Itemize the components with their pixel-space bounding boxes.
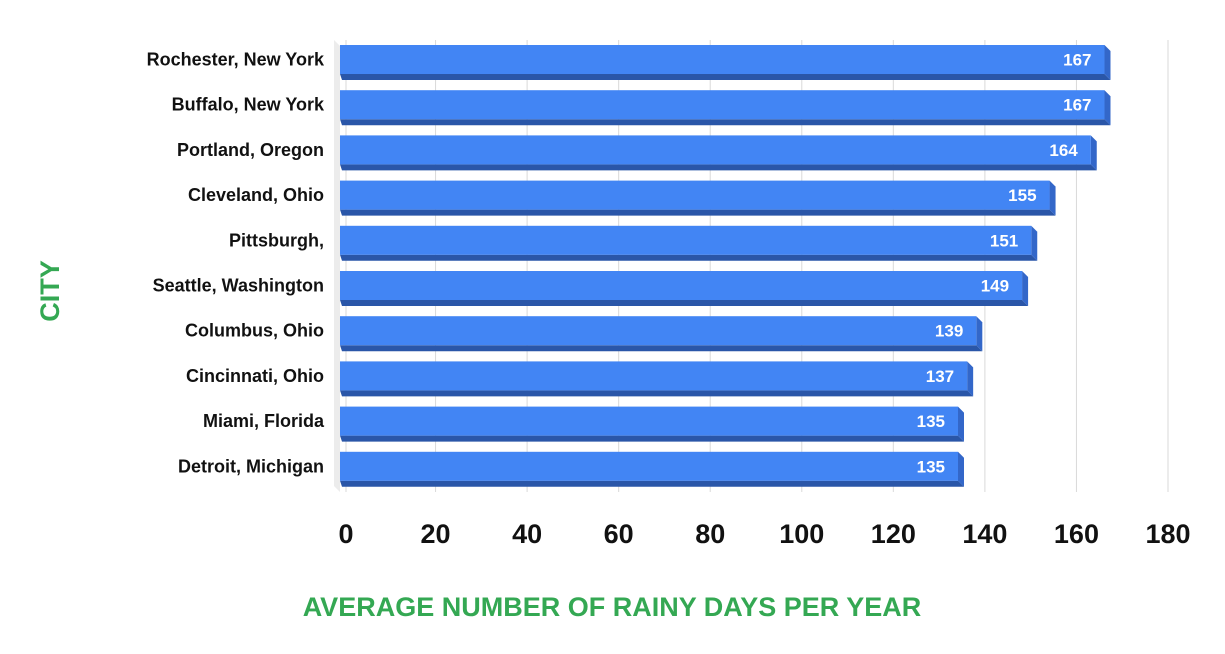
x-tick-label: 120 <box>871 519 916 549</box>
bar-value-label: 137 <box>926 367 954 386</box>
bar-value-label: 167 <box>1063 51 1091 70</box>
bar-bottom-face <box>340 480 964 487</box>
category-label: Miami, Florida <box>203 411 325 431</box>
bar <box>340 406 958 436</box>
bar <box>340 225 1032 255</box>
bar-side-face <box>958 451 964 487</box>
bar-group: 164 <box>340 135 1097 171</box>
bar-value-label: 164 <box>1049 141 1078 160</box>
bar <box>340 316 977 346</box>
bar-group: 151 <box>340 225 1038 261</box>
bar <box>340 90 1105 120</box>
bar-value-label: 167 <box>1063 96 1091 115</box>
bar <box>340 135 1091 165</box>
category-labels: Rochester, New York Buffalo, New York Port… <box>147 50 325 477</box>
bar <box>340 45 1105 74</box>
bar-value-label: 135 <box>917 412 945 431</box>
category-label: Cincinnati, Ohio <box>186 366 324 386</box>
bar-group: 149 <box>340 271 1029 306</box>
bar-bottom-face <box>340 435 964 442</box>
bar-bottom-face <box>340 345 983 352</box>
x-tick-label: 0 <box>338 519 353 549</box>
bar-group: 155 <box>340 180 1056 216</box>
x-tick-label: 40 <box>512 519 542 549</box>
bar-value-label: 155 <box>1008 186 1036 205</box>
bar-side-face <box>1104 45 1111 80</box>
category-label: Buffalo, New York <box>172 95 325 115</box>
bar-bottom-face <box>340 209 1056 216</box>
bar <box>340 451 958 481</box>
x-axis-ticks: 0 20 40 60 80 100 120 140 160 180 <box>338 519 1190 549</box>
bar-bottom-face <box>340 164 1097 171</box>
bar-bottom-face <box>340 119 1111 126</box>
bar <box>340 271 1023 300</box>
bars: 167 167 164 155 151 149 139 137 135 135 <box>340 45 1111 487</box>
bar-side-face <box>958 406 964 442</box>
bar-value-label: 149 <box>981 277 1009 296</box>
x-tick-label: 80 <box>695 519 725 549</box>
bar-group: 139 <box>340 316 983 352</box>
x-tick-label: 20 <box>421 519 451 549</box>
x-tick-label: 180 <box>1145 519 1190 549</box>
y-axis-title: CITY <box>35 260 65 322</box>
category-label: Cleveland, Ohio <box>188 185 324 205</box>
bar-group: 167 <box>340 90 1111 126</box>
bar-bottom-face <box>340 74 1111 80</box>
bar-side-face <box>1049 180 1056 216</box>
bar-group: 167 <box>340 45 1111 80</box>
bar-side-face <box>976 316 983 352</box>
x-axis-title: AVERAGE NUMBER OF RAINY DAYS PER YEAR <box>303 592 922 622</box>
bar-bottom-face <box>340 254 1038 261</box>
bar-side-face <box>1090 135 1097 171</box>
bar-side-face <box>1104 90 1111 126</box>
category-label: Detroit, Michigan <box>178 456 324 476</box>
category-label: Rochester, New York <box>147 50 325 70</box>
category-label: Pittsburgh, <box>229 230 324 250</box>
x-tick-label: 140 <box>962 519 1007 549</box>
category-label: Seattle, Washington <box>153 276 324 296</box>
bar-value-label: 151 <box>990 231 1018 250</box>
category-label: Columbus, Ohio <box>185 321 324 341</box>
x-tick-label: 60 <box>604 519 634 549</box>
bar-group: 137 <box>340 361 974 397</box>
bar-side-face <box>1031 225 1038 261</box>
depth-wall <box>334 40 340 492</box>
bar-bottom-face <box>340 390 974 397</box>
bar <box>340 180 1050 210</box>
x-tick-label: 100 <box>779 519 824 549</box>
bar-bottom-face <box>340 300 1029 306</box>
bar-value-label: 135 <box>917 457 945 476</box>
bar-value-label: 139 <box>935 322 963 341</box>
bar-group: 135 <box>340 451 964 487</box>
bar-side-face <box>1022 271 1029 306</box>
bar <box>340 361 968 391</box>
category-label: Portland, Oregon <box>177 140 324 160</box>
bar-group: 135 <box>340 406 964 442</box>
bar-side-face <box>967 361 974 397</box>
x-tick-label: 160 <box>1054 519 1099 549</box>
